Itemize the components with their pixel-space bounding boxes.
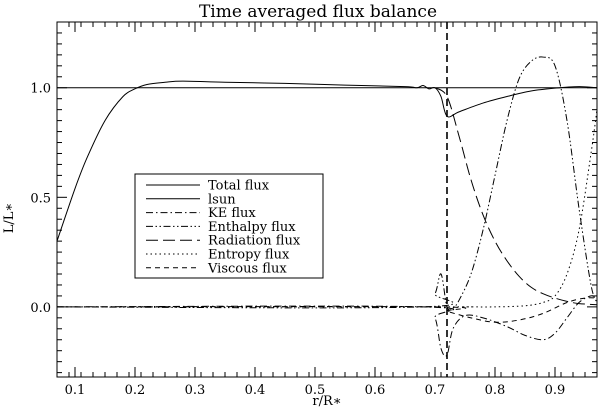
series-curves	[57, 56, 597, 357]
y-tick-label: 1.0	[30, 82, 51, 97]
x-tick-label: 0.1	[65, 383, 86, 398]
legend-label: Viscous flux	[207, 261, 287, 276]
x-tick-label: 0.7	[425, 383, 446, 398]
legend-label: Radiation flux	[208, 234, 301, 249]
legend-label: KE flux	[208, 206, 256, 221]
chart-title: Time averaged flux balance	[199, 2, 437, 22]
y-tick-label: 0.0	[30, 301, 51, 316]
legend-label: Entropy flux	[208, 248, 290, 263]
series-line-radiation-flux	[434, 87, 597, 306]
x-tick-label: 0.4	[245, 383, 266, 398]
x-tick-label: 0.2	[125, 383, 146, 398]
x-tick-label: 0.8	[485, 383, 506, 398]
series-line-viscous-flux	[57, 297, 597, 323]
x-tick-label: 0.3	[185, 383, 206, 398]
y-axis-label: L/L∗	[2, 203, 17, 233]
series-line-ke-flux	[57, 295, 597, 357]
x-tick-label: 0.5	[305, 383, 326, 398]
axis-ticks	[56, 22, 598, 377]
legend-label: Total flux	[208, 179, 270, 194]
x-axis-label: r/R∗	[312, 394, 341, 409]
plot-frame	[56, 21, 598, 378]
x-tick-label: 0.6	[365, 383, 386, 398]
legend-label: lsun	[208, 192, 236, 207]
y-tick-label: 0.5	[30, 191, 51, 206]
x-tick-label: 0.9	[545, 383, 566, 398]
axis-tick-labels: 0.1 0.2 0.3 0.4 0.5 0.6 0.7 0.8 0.9 0.0 0.5 1.0	[30, 82, 565, 398]
series-line-enthalpy-flux	[57, 56, 597, 311]
legend-label: Enthalpy flux	[208, 220, 296, 235]
